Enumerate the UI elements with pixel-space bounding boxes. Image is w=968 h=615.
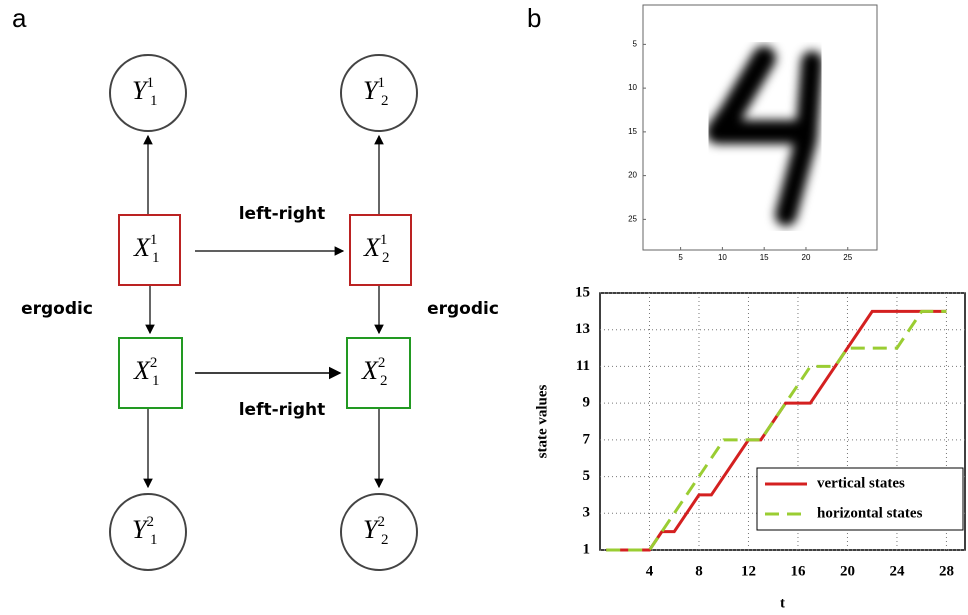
y-tick-label: 7: [583, 431, 591, 447]
figure: a b left-right left-right ergodic ergodi…: [0, 0, 968, 615]
diagram-shapes: [110, 55, 417, 570]
x-tick-label: 28: [939, 563, 954, 579]
node-label: X1 2: [363, 232, 390, 266]
image-tick-label: 10: [718, 253, 727, 262]
node-subscript: 2: [382, 250, 390, 266]
edge-label: left-right: [239, 400, 326, 420]
node-superscript: 1: [150, 232, 158, 248]
x-tick-label: 20: [840, 563, 855, 579]
node-superscript: 1: [380, 232, 388, 248]
edge-label: left-right: [239, 204, 326, 224]
image-tick-label: 5: [678, 253, 683, 262]
node-subscript: 2: [380, 373, 388, 389]
edge-label: ergodic: [427, 299, 499, 319]
node-base: X: [363, 233, 381, 262]
node-superscript: 2: [150, 355, 158, 371]
x-tick-label: 24: [889, 563, 905, 579]
image-tick-label: 5: [633, 39, 638, 48]
y-tick-label: 13: [575, 321, 590, 337]
y-tick-label: 5: [583, 468, 591, 484]
x-tick-label: 8: [695, 563, 703, 579]
node-base: X: [133, 356, 151, 385]
image-tick-label: 25: [843, 253, 852, 262]
node-subscript: 1: [152, 373, 160, 389]
y-tick-label: 1: [583, 541, 591, 557]
node-subscript: 1: [150, 93, 158, 109]
image-tick-label: 10: [628, 83, 637, 92]
diagram-edges: [148, 136, 379, 487]
node-label: X2 1: [133, 355, 160, 389]
node-superscript: 1: [146, 75, 154, 91]
node-base: X: [133, 233, 151, 262]
y-tick-label: 11: [576, 358, 590, 374]
y-tick-label: 3: [583, 505, 591, 521]
node-superscript: 2: [146, 514, 154, 530]
x-tick-label: 12: [741, 563, 756, 579]
x-tick-label: 4: [646, 563, 654, 579]
x-axis-label: t: [780, 595, 785, 611]
node-superscript: 2: [377, 514, 385, 530]
node-superscript: 1: [377, 75, 385, 91]
node-label: X2 2: [361, 355, 388, 389]
node-label: X1 1: [133, 232, 160, 266]
x-tick-label: 16: [790, 563, 806, 579]
image-tick-label: 20: [802, 253, 811, 262]
y-tick-label: 9: [583, 395, 591, 411]
legend-label: horizontal states: [817, 505, 923, 521]
node-subscript: 1: [152, 250, 160, 266]
edge-label: ergodic: [21, 299, 93, 319]
legend-label: vertical states: [817, 475, 905, 491]
node-subscript: 1: [150, 532, 158, 548]
image-tick-label: 20: [628, 171, 637, 180]
image-tick-label: 25: [628, 214, 637, 223]
node-subscript: 2: [381, 93, 389, 109]
y-axis-label: state values: [534, 384, 550, 458]
node-subscript: 2: [381, 532, 389, 548]
y-tick-label: 15: [575, 284, 590, 300]
panel-label: a: [12, 3, 27, 33]
image-tick-label: 15: [760, 253, 769, 262]
node-superscript: 2: [378, 355, 386, 371]
image-tick-label: 15: [628, 127, 637, 136]
panel-label: b: [527, 3, 541, 33]
node-base: X: [361, 356, 379, 385]
